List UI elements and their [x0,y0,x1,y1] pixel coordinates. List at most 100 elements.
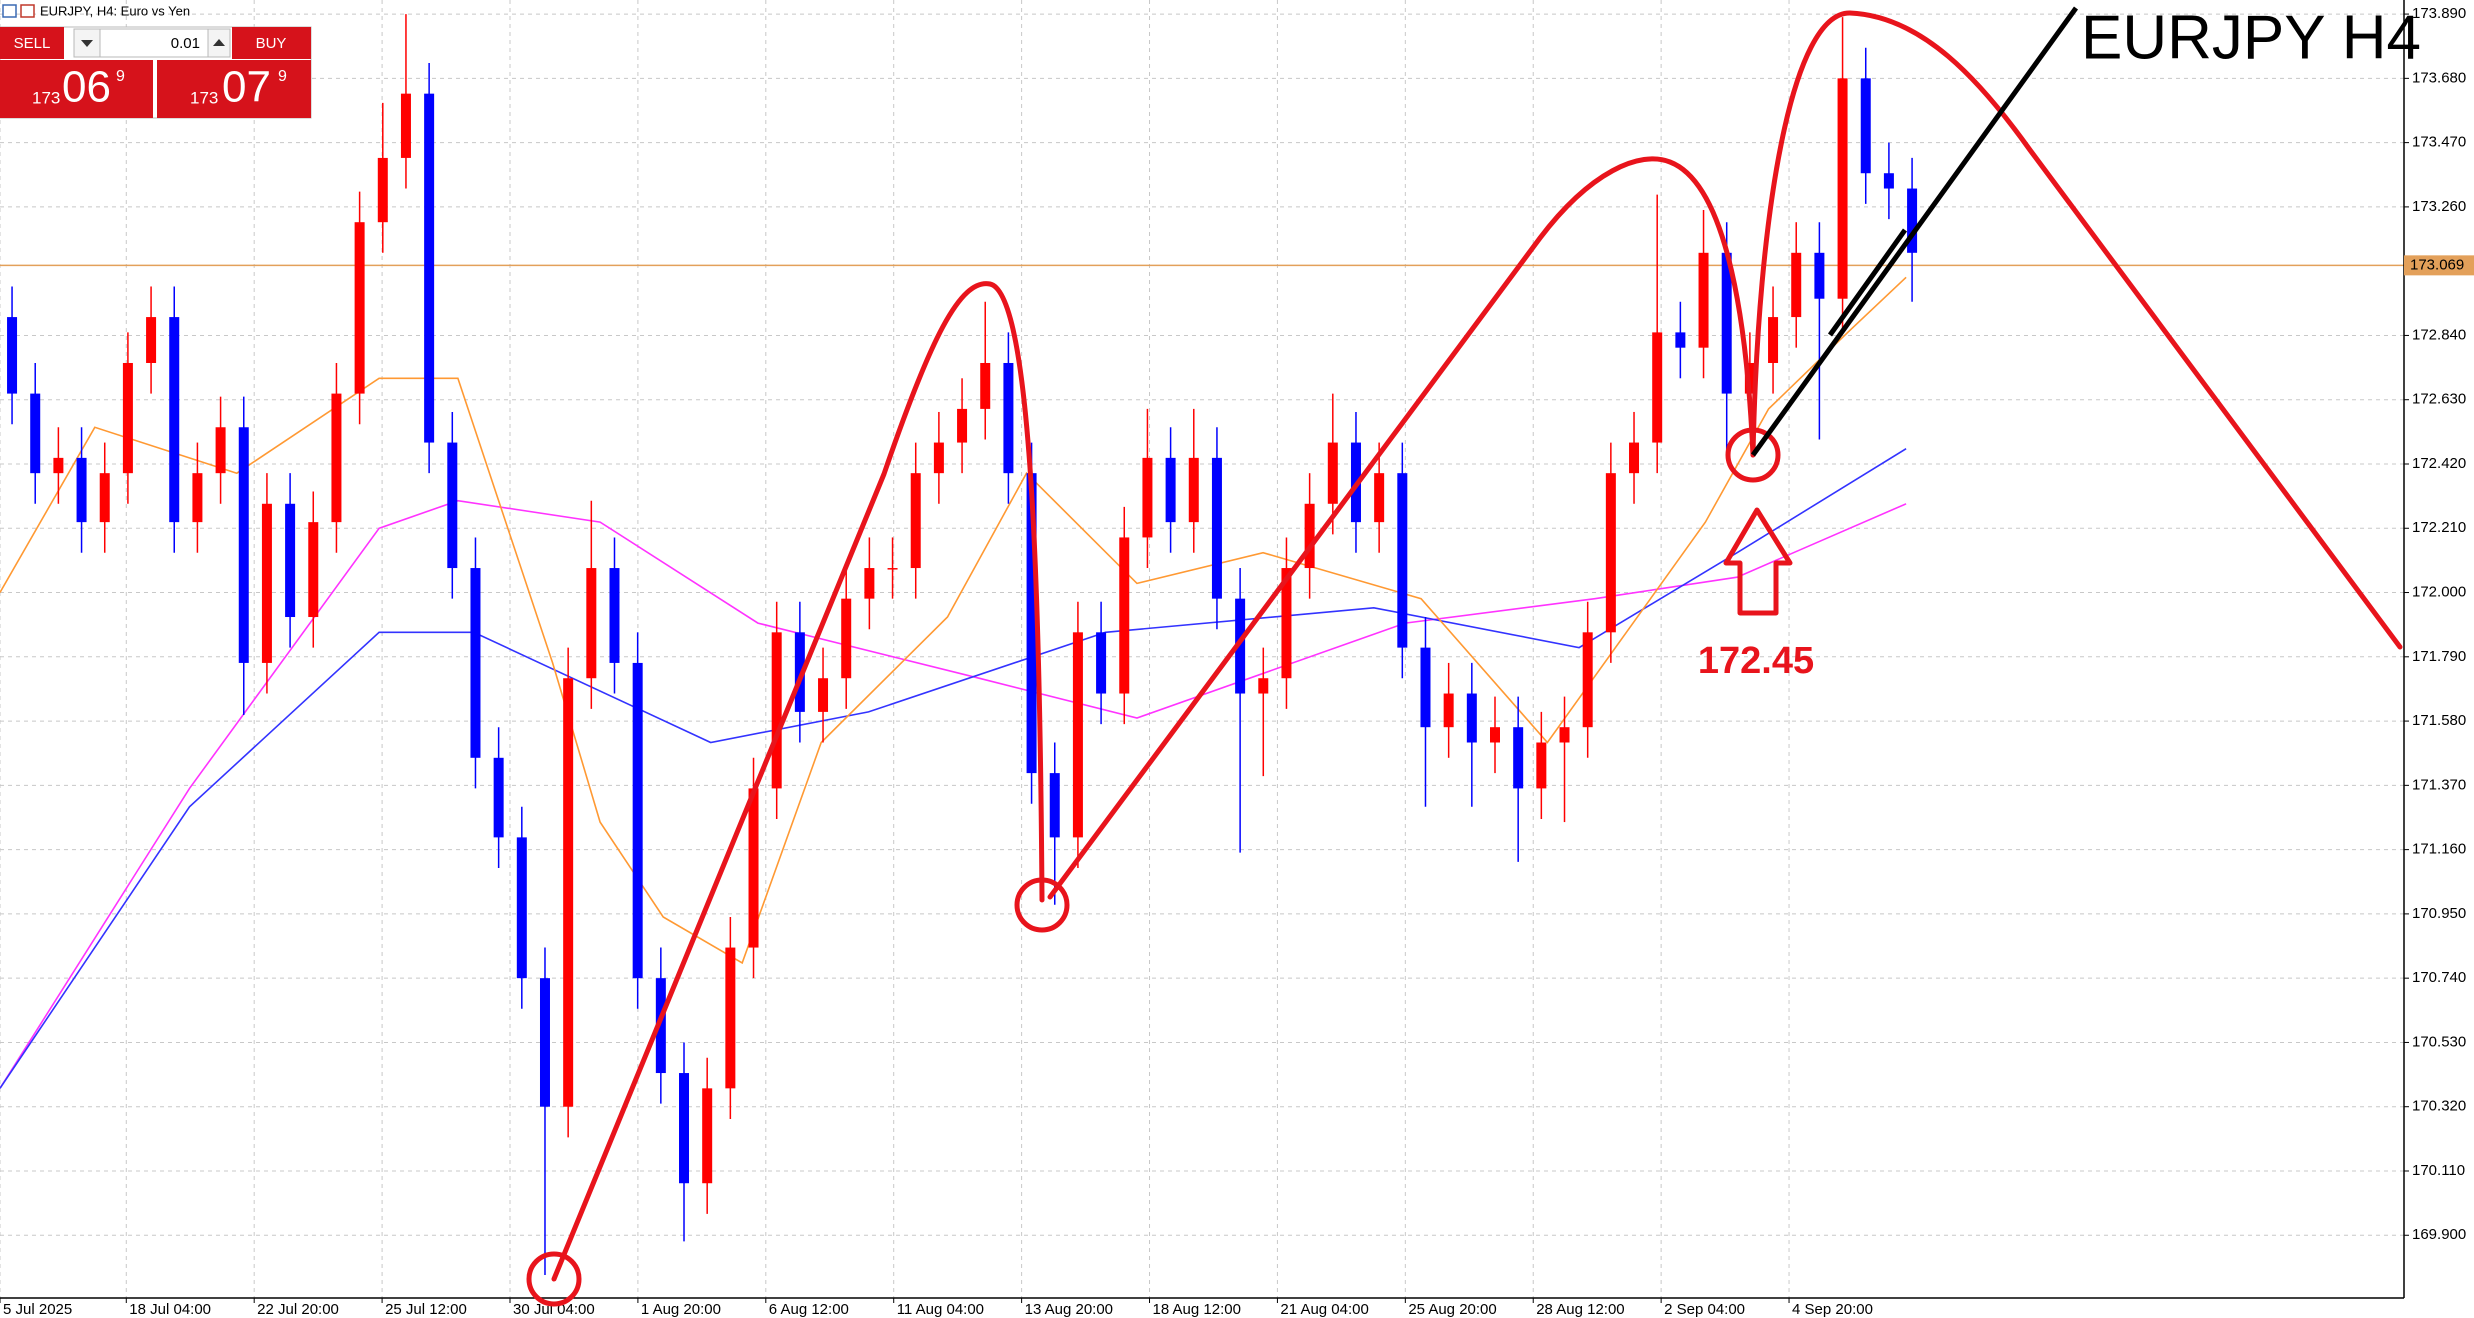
candle-body [702,1088,713,1184]
candle-body [1096,632,1107,694]
y-tick-label: 173.260 [2412,198,2466,215]
header-icon [20,4,35,18]
candle-body [1883,173,1894,189]
sell-label: SELL [14,35,51,52]
candle-body [632,662,643,979]
candle-body [146,317,157,363]
candle-body [424,93,435,443]
candle-body [1049,773,1060,838]
candle-body [1675,332,1686,348]
candle-body [1235,598,1246,694]
x-tick-label: 4 Sep 20:00 [1792,1301,1873,1318]
candle-body [1721,252,1732,394]
candle-body [76,457,87,523]
down-icon [81,40,93,47]
y-tick-label: 172.630 [2412,391,2466,408]
candle-body [99,473,110,523]
candle-body [516,837,527,979]
candle-body [1420,647,1431,728]
candle-body [910,473,921,569]
candle-body [1629,442,1640,474]
x-tick-label: 6 Aug 12:00 [769,1301,849,1318]
x-tick-label: 11 Aug 04:00 [897,1301,984,1318]
candle-body [1466,693,1477,743]
candle-body [1165,457,1176,523]
y-tick-label: 171.790 [2412,648,2466,665]
axes: 169.900 170.110 170.320 170.530 170.740 170.9… [0,5,2474,1318]
price-main: 07 [222,63,271,112]
up-icon [213,39,225,46]
candle-body [679,1073,690,1184]
marker-circle [1014,877,1070,933]
drawings [526,10,2403,1307]
candle-body [1860,78,1871,174]
candle-body [1513,727,1524,789]
y-tick-label: 170.740 [2412,969,2466,986]
header-icon [2,4,17,18]
marker-circle [526,1251,582,1307]
lot-input[interactable] [99,28,209,58]
plot-area [0,0,2404,1298]
candle-body [53,457,64,474]
candle-body [1559,727,1570,743]
price-small: 9 [278,68,287,85]
candle-body [957,408,968,443]
indicator-line [0,499,1907,1089]
candle-body [748,788,759,948]
y-tick-label: 172.840 [2412,326,2466,343]
candle-body [30,393,41,474]
candle-body [122,362,133,474]
candle-body [1814,252,1825,299]
x-tick-label: 28 Aug 12:00 [1536,1301,1624,1318]
candle-body [1003,362,1014,474]
x-tick-label: 25 Jul 12:00 [385,1301,467,1318]
candle-body [887,568,898,570]
annotation: 172.45 [1698,640,1814,682]
up-arrow [1723,507,1793,616]
y-tick-label: 173.680 [2412,69,2466,86]
candle-body [1768,317,1779,363]
buy-label: BUY [256,35,287,52]
drawn-curve [1047,156,1756,900]
candle-body [609,568,620,663]
candle-body [1582,632,1593,728]
price-big: 173 [32,88,60,107]
sell-button[interactable] [0,27,64,59]
symbol-label: EURJPY, H4: Euro vs Yen [40,3,190,18]
x-tick-label: 22 Jul 20:00 [257,1301,339,1318]
y-tick-label: 171.370 [2412,776,2466,793]
marker-circle [1725,427,1781,483]
candle-body [1907,188,1918,253]
candle-body [1536,742,1547,789]
candle-body [215,427,226,474]
chart-title: EURJPY H4 [2081,3,2421,72]
candle-body [1026,473,1037,774]
price-small: 9 [116,68,125,85]
candle-body [1605,473,1616,633]
x-tick-label: 30 Jul 04:00 [513,1301,595,1318]
x-tick-label: 18 Aug 12:00 [1153,1301,1241,1318]
candle-body [285,503,296,618]
indicator-line [0,276,1907,965]
price-label-box [2404,255,2474,276]
candle-body [1698,252,1709,348]
candle-body [794,632,805,712]
x-tick-label: 2 Sep 04:00 [1664,1301,1745,1318]
candle-body [980,362,991,409]
x-tick-label: 1 Aug 20:00 [641,1301,721,1318]
candle-body [331,393,342,523]
y-tick-label: 172.210 [2412,519,2466,536]
candle-body [447,442,458,569]
candle-body [1072,632,1083,838]
buy-price-box[interactable] [157,60,311,118]
candle-body [771,632,782,789]
candle-body [1304,503,1315,569]
buy-button[interactable] [232,27,311,59]
x-tick-label: 5 Jul 2025 [3,1301,72,1318]
candle-body [308,522,319,618]
sell-price-box[interactable] [0,60,153,118]
x-tick-label: 21 Aug 04:00 [1280,1301,1368,1318]
candle-body [1443,693,1454,728]
y-tick-label: 172.000 [2412,584,2466,601]
candle-body [1281,568,1292,679]
